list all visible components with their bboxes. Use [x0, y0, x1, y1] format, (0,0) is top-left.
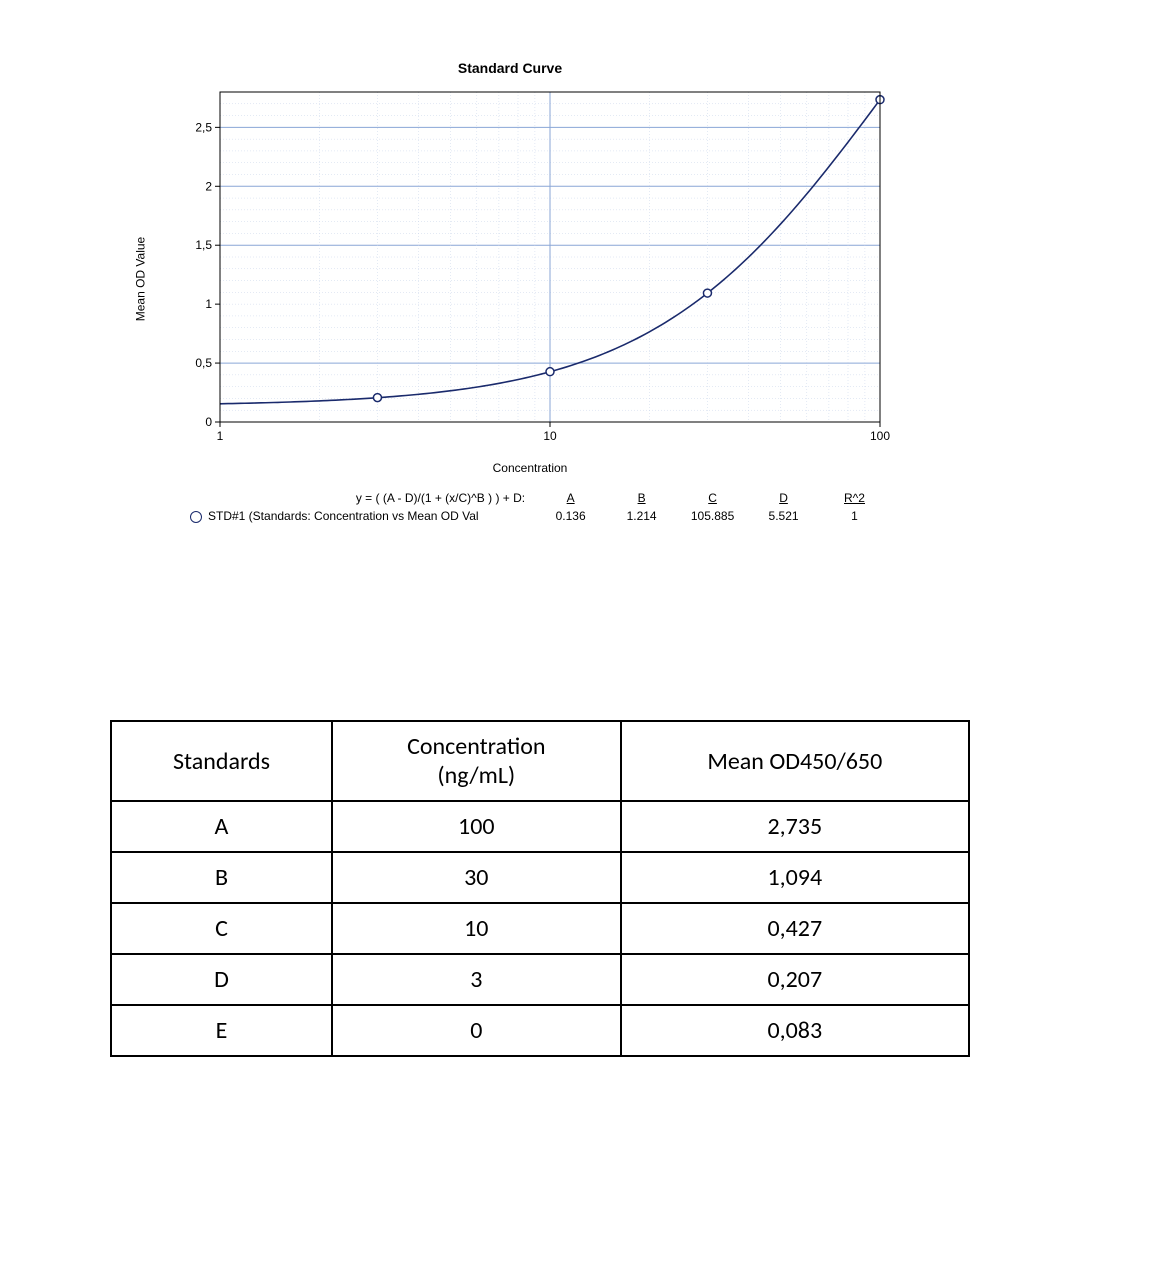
table-cell: C [111, 903, 332, 954]
chart-ylabel: Mean OD Value [133, 236, 147, 321]
table-cell: 1,094 [621, 852, 969, 903]
table-cell: A [111, 801, 332, 852]
standards-table-wrap: Standards Concentration (ng/mL) Mean OD4… [110, 720, 970, 1057]
svg-text:1,5: 1,5 [195, 238, 212, 252]
svg-text:1: 1 [217, 429, 224, 443]
col-head-conc-line2: (ng/mL) [437, 761, 515, 790]
legend-values-row: STD#1 (Standards: Concentration vs Mean … [190, 507, 890, 525]
svg-text:100: 100 [870, 429, 890, 443]
param-head-D: D [748, 489, 819, 507]
table-cell: 30 [332, 852, 621, 903]
table-row: B301,094 [111, 852, 969, 903]
table-cell: 0,083 [621, 1005, 969, 1056]
param-head-R2: R^2 [819, 489, 890, 507]
table-cell: D [111, 954, 332, 1005]
table-cell: 0,427 [621, 903, 969, 954]
table-cell: E [111, 1005, 332, 1056]
table-row: A1002,735 [111, 801, 969, 852]
param-val-D: 5.521 [748, 507, 819, 525]
svg-text:2: 2 [205, 179, 212, 193]
legend-header-row: y = ( (A - D)/(1 + (x/C)^B ) ) + D: A B … [190, 489, 890, 507]
standards-table: Standards Concentration (ng/mL) Mean OD4… [110, 720, 970, 1057]
series-label-text: STD#1 (Standards: Concentration vs Mean … [208, 509, 479, 523]
chart-xlabel: Concentration [170, 461, 890, 475]
param-val-R2: 1 [819, 507, 890, 525]
col-head-concentration: Concentration (ng/mL) [332, 721, 621, 801]
svg-text:2,5: 2,5 [195, 120, 212, 134]
table-row: D30,207 [111, 954, 969, 1005]
param-head-C: C [677, 489, 748, 507]
table-row: C100,427 [111, 903, 969, 954]
table-cell: 0 [332, 1005, 621, 1056]
chart-legend: y = ( (A - D)/(1 + (x/C)^B ) ) + D: A B … [190, 489, 890, 525]
svg-text:0: 0 [205, 415, 212, 429]
series-label: STD#1 (Standards: Concentration vs Mean … [190, 507, 535, 525]
col-head-conc-line1: Concentration [407, 732, 545, 761]
svg-text:0,5: 0,5 [195, 356, 212, 370]
table-header-row: Standards Concentration (ng/mL) Mean OD4… [111, 721, 969, 801]
svg-text:1: 1 [205, 297, 212, 311]
table-cell: B [111, 852, 332, 903]
chart-svg: 0 0,5 1 1,5 2 2,5 1 10 100 [170, 82, 890, 452]
svg-text:10: 10 [543, 429, 557, 443]
fit-formula: y = ( (A - D)/(1 + (x/C)^B ) ) + D: [190, 489, 535, 507]
table-body: A1002,735B301,094C100,427D30,207E00,083 [111, 801, 969, 1056]
table-cell: 2,735 [621, 801, 969, 852]
table-row: E00,083 [111, 1005, 969, 1056]
standard-curve-chart: Standard Curve Mean OD Value 0 0,5 1 1,5 2 2,… [130, 60, 890, 525]
param-val-C: 105.885 [677, 507, 748, 525]
col-head-od: Mean OD450/650 [621, 721, 969, 801]
col-head-standards: Standards [111, 721, 332, 801]
chart-plot-area: Mean OD Value 00,511,522,5110100 Concent… [170, 82, 890, 475]
param-head-B: B [606, 489, 677, 507]
param-head-A: A [535, 489, 606, 507]
param-val-B: 1.214 [606, 507, 677, 525]
chart-title: Standard Curve [130, 60, 890, 76]
table-cell: 10 [332, 903, 621, 954]
series-marker-icon [190, 511, 202, 523]
table-cell: 0,207 [621, 954, 969, 1005]
table-cell: 100 [332, 801, 621, 852]
param-val-A: 0.136 [535, 507, 606, 525]
table-cell: 3 [332, 954, 621, 1005]
